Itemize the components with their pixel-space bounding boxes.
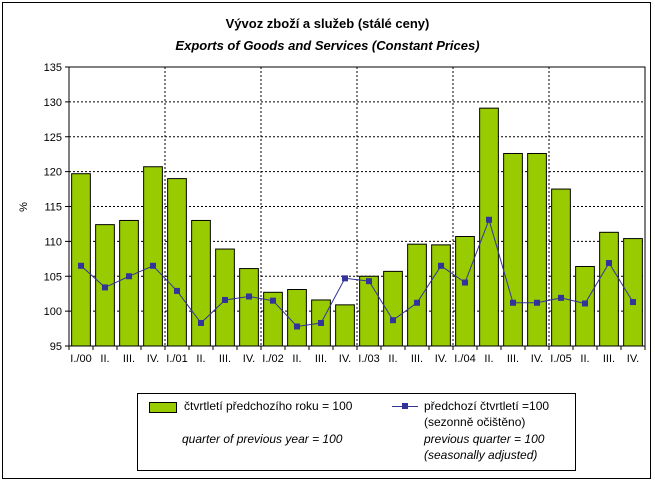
x-tick-label: IV. [147, 353, 159, 365]
bar [191, 219, 211, 347]
bar [455, 235, 475, 347]
y-axis-label: % [18, 202, 30, 212]
y-tick-label: 135 [44, 62, 62, 74]
y-tick-label: 95 [50, 341, 62, 353]
x-tick-label: I./02 [262, 353, 283, 365]
x-tick-label: II. [196, 353, 205, 365]
grid-layer [69, 67, 645, 346]
line-point [558, 294, 564, 301]
x-tick-label: IV. [531, 353, 543, 365]
y-tick-label: 130 [44, 97, 62, 109]
line-point [78, 262, 84, 269]
legend-line-label-cz-2: (sezonně očištěno) [424, 415, 526, 429]
x-tick-label: II. [100, 353, 109, 365]
bar [239, 268, 259, 347]
y-tick-label: 125 [44, 132, 62, 144]
bar [599, 231, 619, 347]
x-tick-label: III. [123, 353, 135, 365]
line-layer [78, 216, 636, 330]
line-point [606, 259, 612, 266]
bar [359, 275, 379, 347]
bar [407, 243, 427, 347]
line-point [270, 297, 276, 304]
bar [551, 188, 571, 347]
line-point [486, 216, 492, 223]
line-point [390, 317, 396, 324]
x-tick-label: III. [411, 353, 423, 365]
line-point [582, 300, 588, 307]
bar [335, 304, 355, 347]
x-tick-label: II. [292, 353, 301, 365]
x-tick-label: III. [315, 353, 327, 365]
line-point [414, 299, 420, 306]
bar [71, 173, 91, 347]
x-tick-label: I./01 [166, 353, 187, 365]
bar [167, 178, 187, 347]
bar [143, 166, 163, 347]
line-point [102, 284, 108, 291]
bar [287, 289, 307, 347]
line-point [126, 273, 132, 280]
line-point [534, 299, 540, 306]
bar [527, 152, 547, 347]
bar [479, 107, 499, 347]
x-tick-label: I./05 [550, 353, 571, 365]
legend-line-label-en-1: previous quarter = 100 [424, 432, 545, 446]
line-point [174, 287, 180, 294]
chart-title: Vývoz zboží a služeb (stálé ceny) [225, 16, 430, 31]
line-point [438, 262, 444, 269]
x-tick-label: III. [219, 353, 231, 365]
legend-marker-icon [402, 403, 408, 409]
bar [503, 152, 523, 347]
x-tick-label: II. [580, 353, 589, 365]
x-tick-label: IV. [627, 353, 639, 365]
line-point [510, 299, 516, 306]
line-point [222, 296, 228, 303]
x-tick-label: II. [388, 353, 397, 365]
bar [431, 244, 451, 347]
x-tick-label: II. [484, 353, 493, 365]
x-tick-label: IV. [435, 353, 447, 365]
series-line [80, 218, 634, 328]
chart-subtitle: Exports of Goods and Services (Constant … [175, 38, 480, 53]
line-point [150, 262, 156, 269]
legend-bar-swatch [149, 402, 177, 413]
y-tick-label: 115 [44, 202, 62, 214]
line-point [630, 299, 636, 306]
line-point [198, 319, 204, 326]
x-tick-label: IV. [339, 353, 351, 365]
x-tick-label: III. [507, 353, 519, 365]
legend-line-label-cz-1: předchozí čtvrtletí =100 [424, 399, 550, 413]
legend-bar-label-cz: čtvrtletí předchozího roku = 100 [184, 399, 353, 413]
y-tick-label: 110 [44, 236, 62, 248]
legend-line-label-en-2: (seasonally adjusted) [424, 448, 538, 462]
y-tick-label: 100 [44, 306, 62, 318]
line-point [462, 279, 468, 286]
line-point [294, 323, 300, 330]
legend: čtvrtletí předchozího roku = 100 quarter… [137, 393, 576, 471]
y-tick-label: 105 [44, 271, 62, 283]
legend-bar-label-en: quarter of previous year = 100 [182, 432, 343, 446]
x-tick-label: III. [603, 353, 615, 365]
line-point [366, 278, 372, 285]
line-point [342, 275, 348, 282]
bar-layer [71, 107, 643, 347]
line-point [318, 319, 324, 326]
x-tick-label: I./04 [454, 353, 475, 365]
bar [119, 219, 139, 347]
line-point [246, 293, 252, 300]
axis-layer: 95 100 105 110 115 120 125 130 135 I./00 II. III. IV… [18, 62, 646, 365]
x-tick-label: IV. [243, 353, 255, 365]
x-tick-label: I./03 [358, 353, 379, 365]
y-tick-label: 120 [44, 167, 62, 179]
x-tick-label: I./00 [70, 353, 91, 365]
